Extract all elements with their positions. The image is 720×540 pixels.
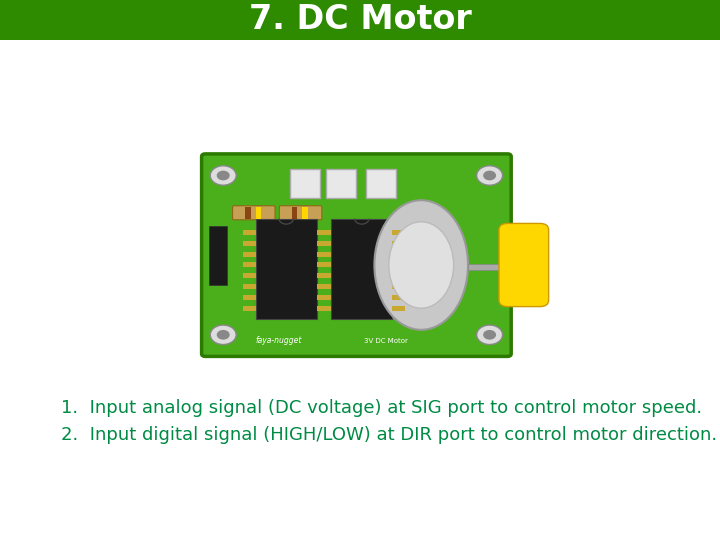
Circle shape bbox=[210, 325, 236, 345]
FancyBboxPatch shape bbox=[290, 169, 320, 198]
Bar bbox=[317, 284, 330, 289]
Bar bbox=[243, 295, 256, 300]
Bar bbox=[317, 241, 330, 246]
Bar bbox=[256, 219, 317, 319]
Bar bbox=[318, 295, 331, 300]
Bar bbox=[245, 207, 251, 219]
Text: 1.  Input analog signal (DC voltage) at SIG port to control motor speed.: 1. Input analog signal (DC voltage) at S… bbox=[61, 399, 702, 417]
Text: faya-nugget: faya-nugget bbox=[256, 336, 302, 345]
Bar bbox=[317, 273, 330, 278]
Bar bbox=[318, 252, 331, 256]
Bar bbox=[0, 0, 720, 40]
Bar bbox=[317, 230, 330, 235]
Bar bbox=[392, 273, 405, 278]
Bar bbox=[243, 284, 256, 289]
Bar bbox=[392, 262, 405, 267]
Ellipse shape bbox=[389, 222, 454, 308]
Bar bbox=[392, 241, 405, 246]
Bar bbox=[292, 207, 297, 219]
Bar bbox=[243, 306, 256, 310]
Bar bbox=[468, 264, 508, 271]
Bar bbox=[243, 273, 256, 278]
Circle shape bbox=[210, 166, 236, 185]
FancyBboxPatch shape bbox=[499, 224, 549, 307]
FancyBboxPatch shape bbox=[279, 206, 322, 220]
Bar bbox=[392, 295, 405, 300]
FancyBboxPatch shape bbox=[366, 169, 396, 198]
Bar bbox=[317, 262, 330, 267]
FancyBboxPatch shape bbox=[233, 206, 275, 220]
Circle shape bbox=[217, 171, 230, 180]
Circle shape bbox=[483, 171, 496, 180]
Bar bbox=[243, 262, 256, 267]
FancyBboxPatch shape bbox=[326, 169, 356, 198]
Bar bbox=[392, 252, 405, 256]
Bar bbox=[317, 252, 330, 256]
Bar bbox=[318, 306, 331, 310]
Circle shape bbox=[217, 330, 230, 340]
Circle shape bbox=[477, 166, 503, 185]
Circle shape bbox=[483, 330, 496, 340]
Bar bbox=[302, 207, 308, 219]
Bar bbox=[331, 219, 392, 319]
Bar bbox=[256, 207, 261, 219]
Bar bbox=[318, 284, 331, 289]
Bar bbox=[392, 230, 405, 235]
FancyBboxPatch shape bbox=[202, 154, 511, 356]
Bar bbox=[243, 252, 256, 256]
Bar bbox=[243, 230, 256, 235]
Bar bbox=[209, 226, 227, 285]
Text: 7. DC Motor: 7. DC Motor bbox=[248, 3, 472, 37]
Bar bbox=[317, 295, 330, 300]
Bar bbox=[318, 241, 331, 246]
Bar bbox=[392, 284, 405, 289]
Bar bbox=[243, 241, 256, 246]
Bar bbox=[318, 262, 331, 267]
Bar bbox=[392, 306, 405, 310]
Ellipse shape bbox=[374, 200, 468, 330]
Text: 2.  Input digital signal (HIGH/LOW) at DIR port to control motor direction.: 2. Input digital signal (HIGH/LOW) at DI… bbox=[61, 426, 717, 444]
Bar bbox=[317, 306, 330, 310]
Circle shape bbox=[477, 325, 503, 345]
Bar bbox=[318, 230, 331, 235]
Text: 3V DC Motor: 3V DC Motor bbox=[364, 338, 408, 344]
Bar bbox=[318, 273, 331, 278]
